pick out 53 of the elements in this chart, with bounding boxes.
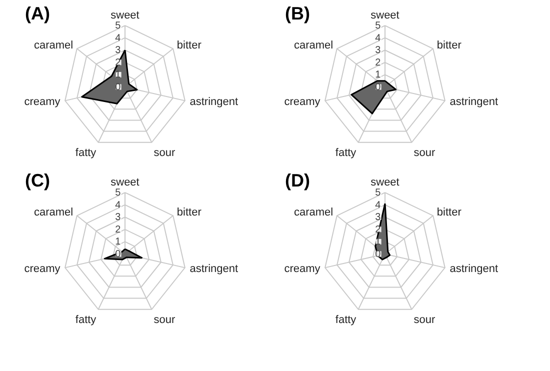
spoke-label: astringent (190, 262, 238, 275)
spoke-label: astringent (450, 262, 498, 275)
spoke-label: sweet (370, 176, 400, 189)
y-tick-label: 1 (375, 236, 382, 248)
spoke-label: fatty (75, 314, 97, 326)
y-tick-label: 2 (115, 224, 122, 236)
spoke-label: bitter (176, 40, 202, 52)
spoke-label: sour (414, 146, 436, 159)
spoke-label: bitter (176, 206, 202, 219)
y-tick-label: 1 (115, 70, 122, 81)
spoke-label: caramel (34, 40, 74, 52)
spoke-label: creamy (24, 96, 61, 108)
y-tick-label: 4 (375, 32, 382, 44)
chart-title: (C) (25, 170, 50, 191)
y-tick-label: 2 (115, 57, 122, 68)
y-tick-label: 3 (375, 45, 382, 56)
spoke-label: caramel (294, 206, 334, 219)
spoke-label: bitter (436, 40, 462, 52)
spoke-label: sour (414, 314, 436, 326)
chart-title: (A) (25, 4, 50, 24)
y-tick-label: 5 (375, 20, 382, 32)
spoke-label: fatty (335, 146, 357, 159)
y-tick-label: 3 (115, 212, 122, 224)
y-tick-label: 1 (375, 70, 382, 81)
spoke-label: caramel (34, 206, 74, 219)
y-tick-label: 5 (375, 188, 382, 199)
spoke-label: bitter (436, 206, 462, 219)
y-tick-label: 4 (375, 200, 382, 211)
spoke-label: sour (154, 314, 176, 326)
y-tick-label: 3 (115, 45, 122, 56)
spoke-label: fatty (75, 146, 97, 159)
y-tick-label: 2 (375, 57, 382, 68)
y-tick-label: 0 (375, 249, 382, 260)
spoke-label: creamy (284, 96, 321, 108)
spoke-label: sweet (370, 10, 400, 22)
y-tick-label: 4 (115, 200, 122, 211)
y-tick-label: 5 (115, 20, 122, 32)
y-tick-label: 2 (375, 224, 382, 236)
spoke-label: astringent (450, 96, 498, 108)
chart-title: (D) (285, 170, 310, 191)
spoke-label: sweet (110, 176, 140, 189)
spoke-label: astringent (190, 96, 238, 108)
chart-title: (B) (285, 4, 310, 24)
spoke-label: fatty (335, 314, 357, 326)
y-tick-label: 4 (115, 32, 122, 44)
spoke-label: caramel (294, 40, 334, 52)
y-tick-label: 1 (115, 236, 122, 248)
spoke-label: sour (154, 146, 176, 159)
spoke-label: creamy (24, 262, 61, 275)
y-tick-label: 5 (115, 188, 122, 199)
spoke-label: creamy (284, 262, 321, 275)
y-tick-label: 3 (375, 212, 382, 224)
spoke-label: sweet (110, 10, 140, 22)
